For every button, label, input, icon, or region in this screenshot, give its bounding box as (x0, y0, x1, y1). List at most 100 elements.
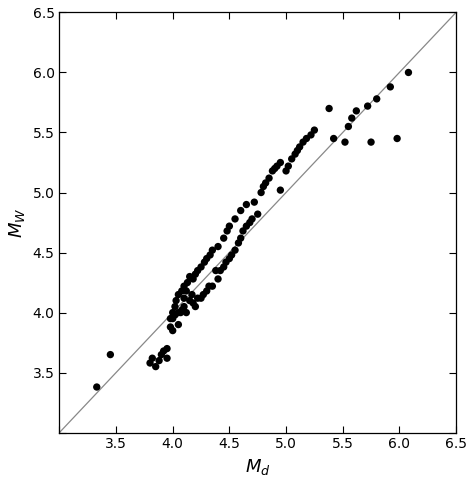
Point (177, 309, 184, 317)
Point (163, 345, 171, 352)
Point (257, 189, 265, 197)
Point (282, 167, 290, 175)
Point (353, 107, 360, 115)
Point (310, 126, 318, 134)
Point (284, 162, 292, 170)
Point (226, 255, 233, 262)
Point (277, 159, 284, 166)
Point (341, 138, 349, 146)
Point (197, 294, 205, 302)
Point (171, 302, 179, 310)
Point (186, 272, 193, 280)
Point (348, 114, 356, 122)
Point (367, 138, 375, 146)
Point (393, 135, 401, 142)
Point (188, 291, 196, 299)
Point (214, 275, 222, 283)
Point (222, 258, 230, 266)
Point (217, 267, 224, 274)
Point (231, 215, 239, 223)
Point (277, 186, 284, 194)
Point (189, 275, 197, 283)
Point (262, 179, 269, 187)
Point (182, 309, 190, 317)
Point (405, 69, 412, 76)
Point (209, 246, 216, 254)
Point (148, 354, 156, 362)
Point (307, 131, 315, 139)
Point (237, 234, 245, 242)
Point (194, 294, 201, 302)
Point (212, 267, 219, 274)
Point (237, 207, 245, 214)
Point (228, 251, 236, 259)
Point (260, 182, 267, 190)
Point (186, 297, 193, 304)
Point (173, 297, 180, 304)
Point (254, 210, 262, 218)
Point (223, 227, 231, 235)
Point (345, 122, 352, 130)
Point (155, 357, 163, 364)
Point (169, 309, 176, 317)
Point (251, 198, 258, 206)
Point (180, 294, 188, 302)
Point (167, 323, 174, 331)
Point (152, 363, 159, 370)
Point (293, 147, 301, 154)
Point (265, 174, 273, 182)
Point (243, 201, 250, 209)
Point (231, 246, 239, 254)
Point (330, 135, 337, 142)
Point (180, 302, 188, 310)
Point (205, 282, 213, 290)
Point (239, 227, 247, 235)
Point (373, 95, 381, 103)
Point (201, 258, 208, 266)
Point (157, 351, 165, 359)
Point (220, 263, 228, 271)
Point (246, 219, 254, 227)
Point (220, 234, 228, 242)
Point (169, 327, 176, 334)
Point (167, 315, 174, 322)
Point (273, 162, 281, 170)
Point (163, 354, 171, 362)
Point (178, 306, 185, 314)
Point (107, 351, 114, 359)
Point (235, 239, 242, 247)
Point (206, 251, 214, 259)
Point (386, 83, 394, 91)
Point (191, 302, 199, 310)
Point (160, 347, 167, 355)
Point (180, 282, 188, 290)
X-axis label: $M_d$: $M_d$ (245, 457, 271, 477)
Point (364, 102, 372, 110)
Point (303, 135, 310, 142)
Point (209, 282, 216, 290)
Point (226, 222, 233, 230)
Point (174, 291, 182, 299)
Point (169, 315, 176, 322)
Point (203, 287, 210, 295)
Point (171, 311, 179, 319)
Point (243, 222, 250, 230)
Point (325, 105, 333, 112)
Point (299, 138, 307, 146)
Point (271, 165, 279, 172)
Point (178, 287, 185, 295)
Point (292, 150, 299, 158)
Point (191, 270, 199, 278)
Point (174, 321, 182, 329)
Point (288, 155, 295, 163)
Y-axis label: $M_W$: $M_W$ (7, 207, 27, 238)
Point (200, 291, 207, 299)
Point (296, 143, 303, 151)
Point (203, 255, 210, 262)
Point (93, 383, 100, 391)
Point (214, 242, 222, 250)
Point (248, 215, 256, 223)
Point (197, 263, 205, 271)
Point (183, 279, 191, 287)
Point (174, 309, 182, 317)
